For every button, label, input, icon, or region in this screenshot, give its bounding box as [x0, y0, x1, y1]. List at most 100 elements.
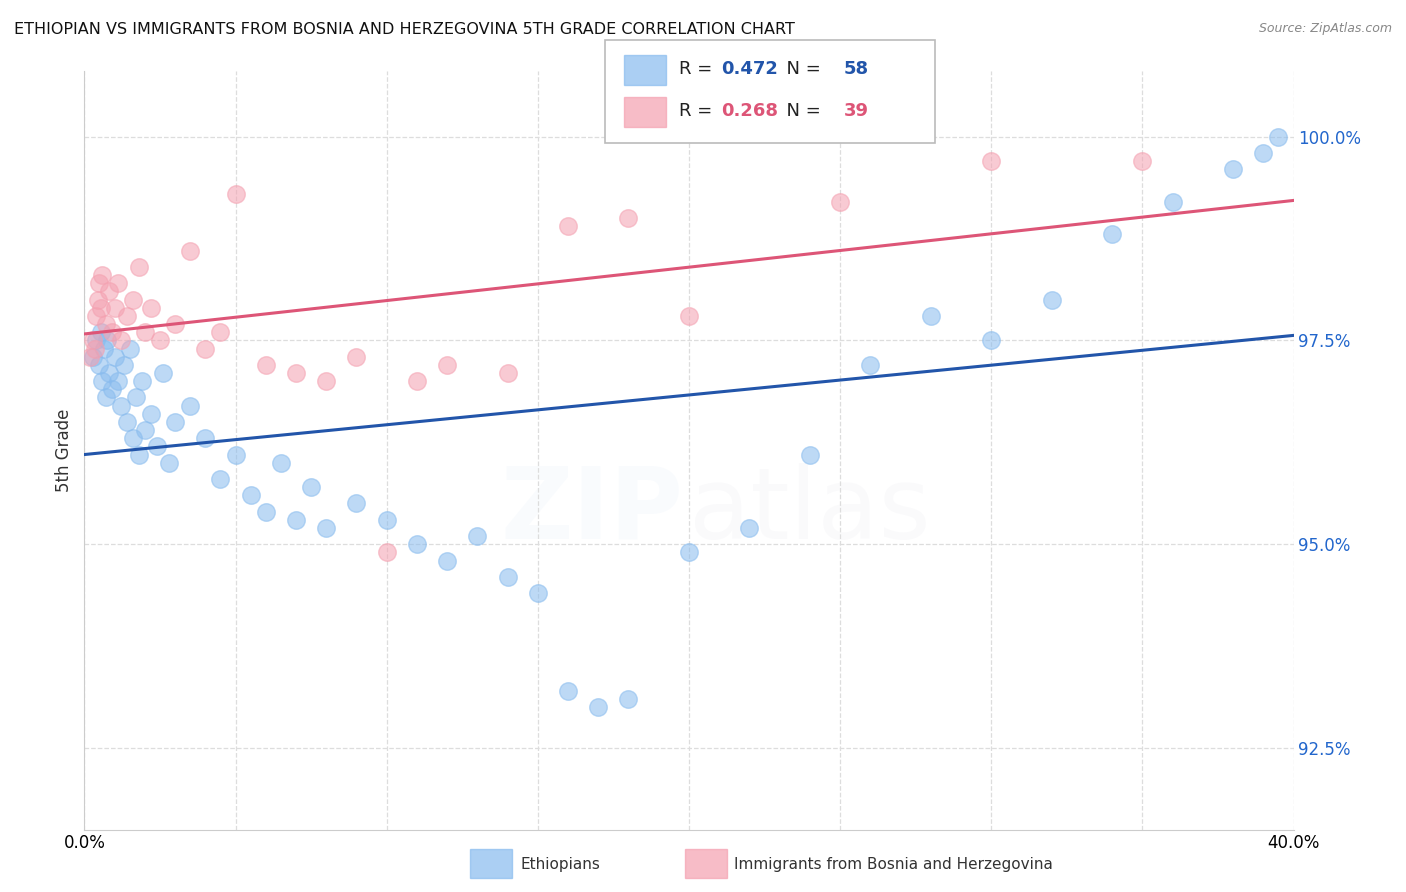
Point [82, 350, 104, 364]
Point [152, 366, 174, 380]
Point [115, 415, 138, 429]
Point [91, 374, 114, 388]
Point [107, 374, 129, 388]
Point [299, 480, 322, 494]
Point [134, 423, 156, 437]
Point [96, 334, 118, 348]
Point [270, 456, 292, 470]
Point [830, 194, 852, 209]
Point [557, 684, 579, 698]
Point [617, 692, 640, 706]
Point [678, 309, 700, 323]
Text: Source: ZipAtlas.com: Source: ZipAtlas.com [1258, 22, 1392, 36]
Point [131, 374, 153, 388]
Point [315, 374, 337, 388]
Text: ZIP: ZIP [501, 463, 683, 559]
Point [89, 358, 111, 372]
Point [799, 448, 821, 462]
Point [496, 366, 519, 380]
Point [436, 553, 458, 567]
Point [115, 309, 138, 323]
Text: 39: 39 [844, 103, 869, 120]
Point [121, 431, 143, 445]
Point [97, 366, 120, 380]
Text: R =: R = [679, 61, 718, 78]
Text: N =: N = [775, 61, 827, 78]
Point [93, 342, 115, 356]
Point [1253, 145, 1275, 160]
Point [346, 350, 368, 364]
Point [139, 407, 162, 421]
Point [104, 301, 127, 315]
Point [179, 244, 201, 258]
Point [86, 334, 108, 348]
Y-axis label: 5th Grade: 5th Grade [55, 409, 73, 492]
Point [436, 358, 458, 372]
Point [1101, 227, 1123, 242]
Point [107, 277, 129, 291]
Text: R =: R = [679, 103, 718, 120]
Point [375, 513, 398, 527]
Point [110, 334, 132, 348]
Point [165, 317, 187, 331]
Point [527, 586, 550, 600]
Point [128, 448, 150, 462]
Point [118, 342, 141, 356]
Point [100, 382, 122, 396]
Point [90, 325, 112, 339]
Point [165, 415, 187, 429]
Point [467, 529, 489, 543]
Point [557, 219, 579, 234]
Point [209, 472, 232, 486]
Text: 0.472: 0.472 [721, 61, 778, 78]
Point [134, 325, 156, 339]
Point [91, 268, 114, 282]
Point [94, 317, 117, 331]
Point [89, 277, 111, 291]
Point [157, 456, 180, 470]
Point [97, 285, 120, 299]
Point [112, 358, 135, 372]
Point [94, 391, 117, 405]
Point [980, 154, 1002, 169]
Point [920, 309, 942, 323]
Text: 0.268: 0.268 [721, 103, 779, 120]
Point [859, 358, 882, 372]
Point [82, 334, 104, 348]
Point [86, 309, 108, 323]
Point [179, 399, 201, 413]
Point [1161, 194, 1184, 209]
Point [496, 570, 519, 584]
Point [104, 350, 127, 364]
Point [285, 513, 308, 527]
Point [121, 293, 143, 307]
Point [110, 399, 132, 413]
Point [146, 439, 169, 453]
Point [125, 391, 148, 405]
Point [79, 350, 101, 364]
Text: Ethiopians: Ethiopians [520, 857, 600, 871]
Point [738, 521, 761, 535]
Text: N =: N = [775, 103, 827, 120]
Point [315, 521, 337, 535]
Point [406, 537, 429, 551]
Point [617, 211, 640, 226]
Point [1132, 154, 1154, 169]
Point [1040, 293, 1063, 307]
Point [225, 448, 247, 462]
Point [375, 545, 398, 559]
Point [1222, 162, 1244, 177]
Point [588, 700, 610, 714]
Point [209, 325, 232, 339]
Point [87, 293, 110, 307]
Point [254, 358, 277, 372]
Point [225, 186, 247, 201]
Text: ETHIOPIAN VS IMMIGRANTS FROM BOSNIA AND HERZEGOVINA 5TH GRADE CORRELATION CHART: ETHIOPIAN VS IMMIGRANTS FROM BOSNIA AND … [14, 22, 794, 37]
Point [254, 505, 277, 519]
Point [194, 342, 217, 356]
Point [1267, 129, 1289, 144]
Text: Immigrants from Bosnia and Herzegovina: Immigrants from Bosnia and Herzegovina [734, 857, 1053, 871]
Point [84, 342, 107, 356]
Point [678, 545, 700, 559]
Text: atlas: atlas [689, 463, 931, 559]
